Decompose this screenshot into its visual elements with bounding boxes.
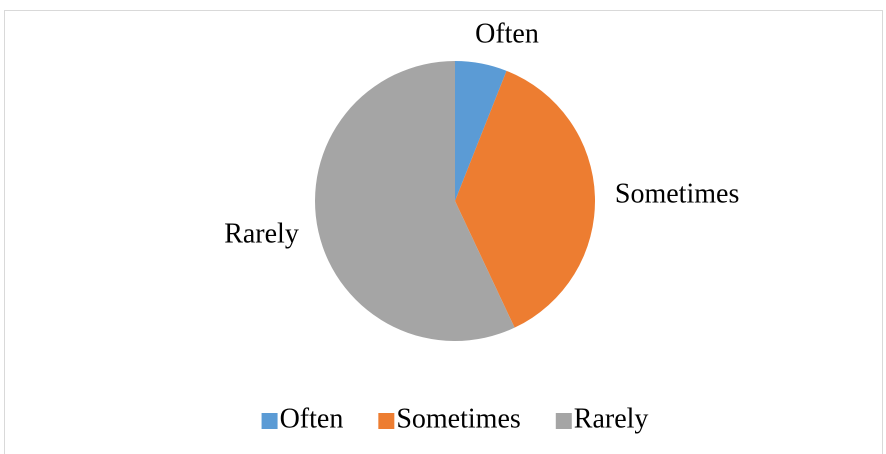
pie-slice [315,61,515,341]
pie-slice [455,70,596,328]
slice-label: Often [475,18,539,49]
legend-label: Often [280,403,344,434]
legend-label: Sometimes [396,403,520,434]
legend-swatch [555,413,572,429]
legend-swatch [378,413,395,429]
slice-label: Rarely [224,218,299,249]
pie-slice [455,61,507,201]
slice-label: Sometimes [615,178,739,209]
legend-label: Rarely [574,403,649,434]
legend-swatch [261,413,278,429]
